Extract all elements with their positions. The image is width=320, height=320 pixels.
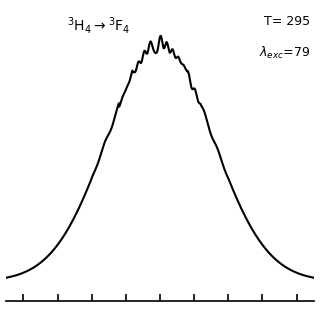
Text: T= 295: T= 295 [264,15,310,28]
Text: $^3$H$_4$$\rightarrow$$^3$F$_4$: $^3$H$_4$$\rightarrow$$^3$F$_4$ [67,15,130,36]
Text: $\lambda_{exc}$=79: $\lambda_{exc}$=79 [260,45,310,61]
